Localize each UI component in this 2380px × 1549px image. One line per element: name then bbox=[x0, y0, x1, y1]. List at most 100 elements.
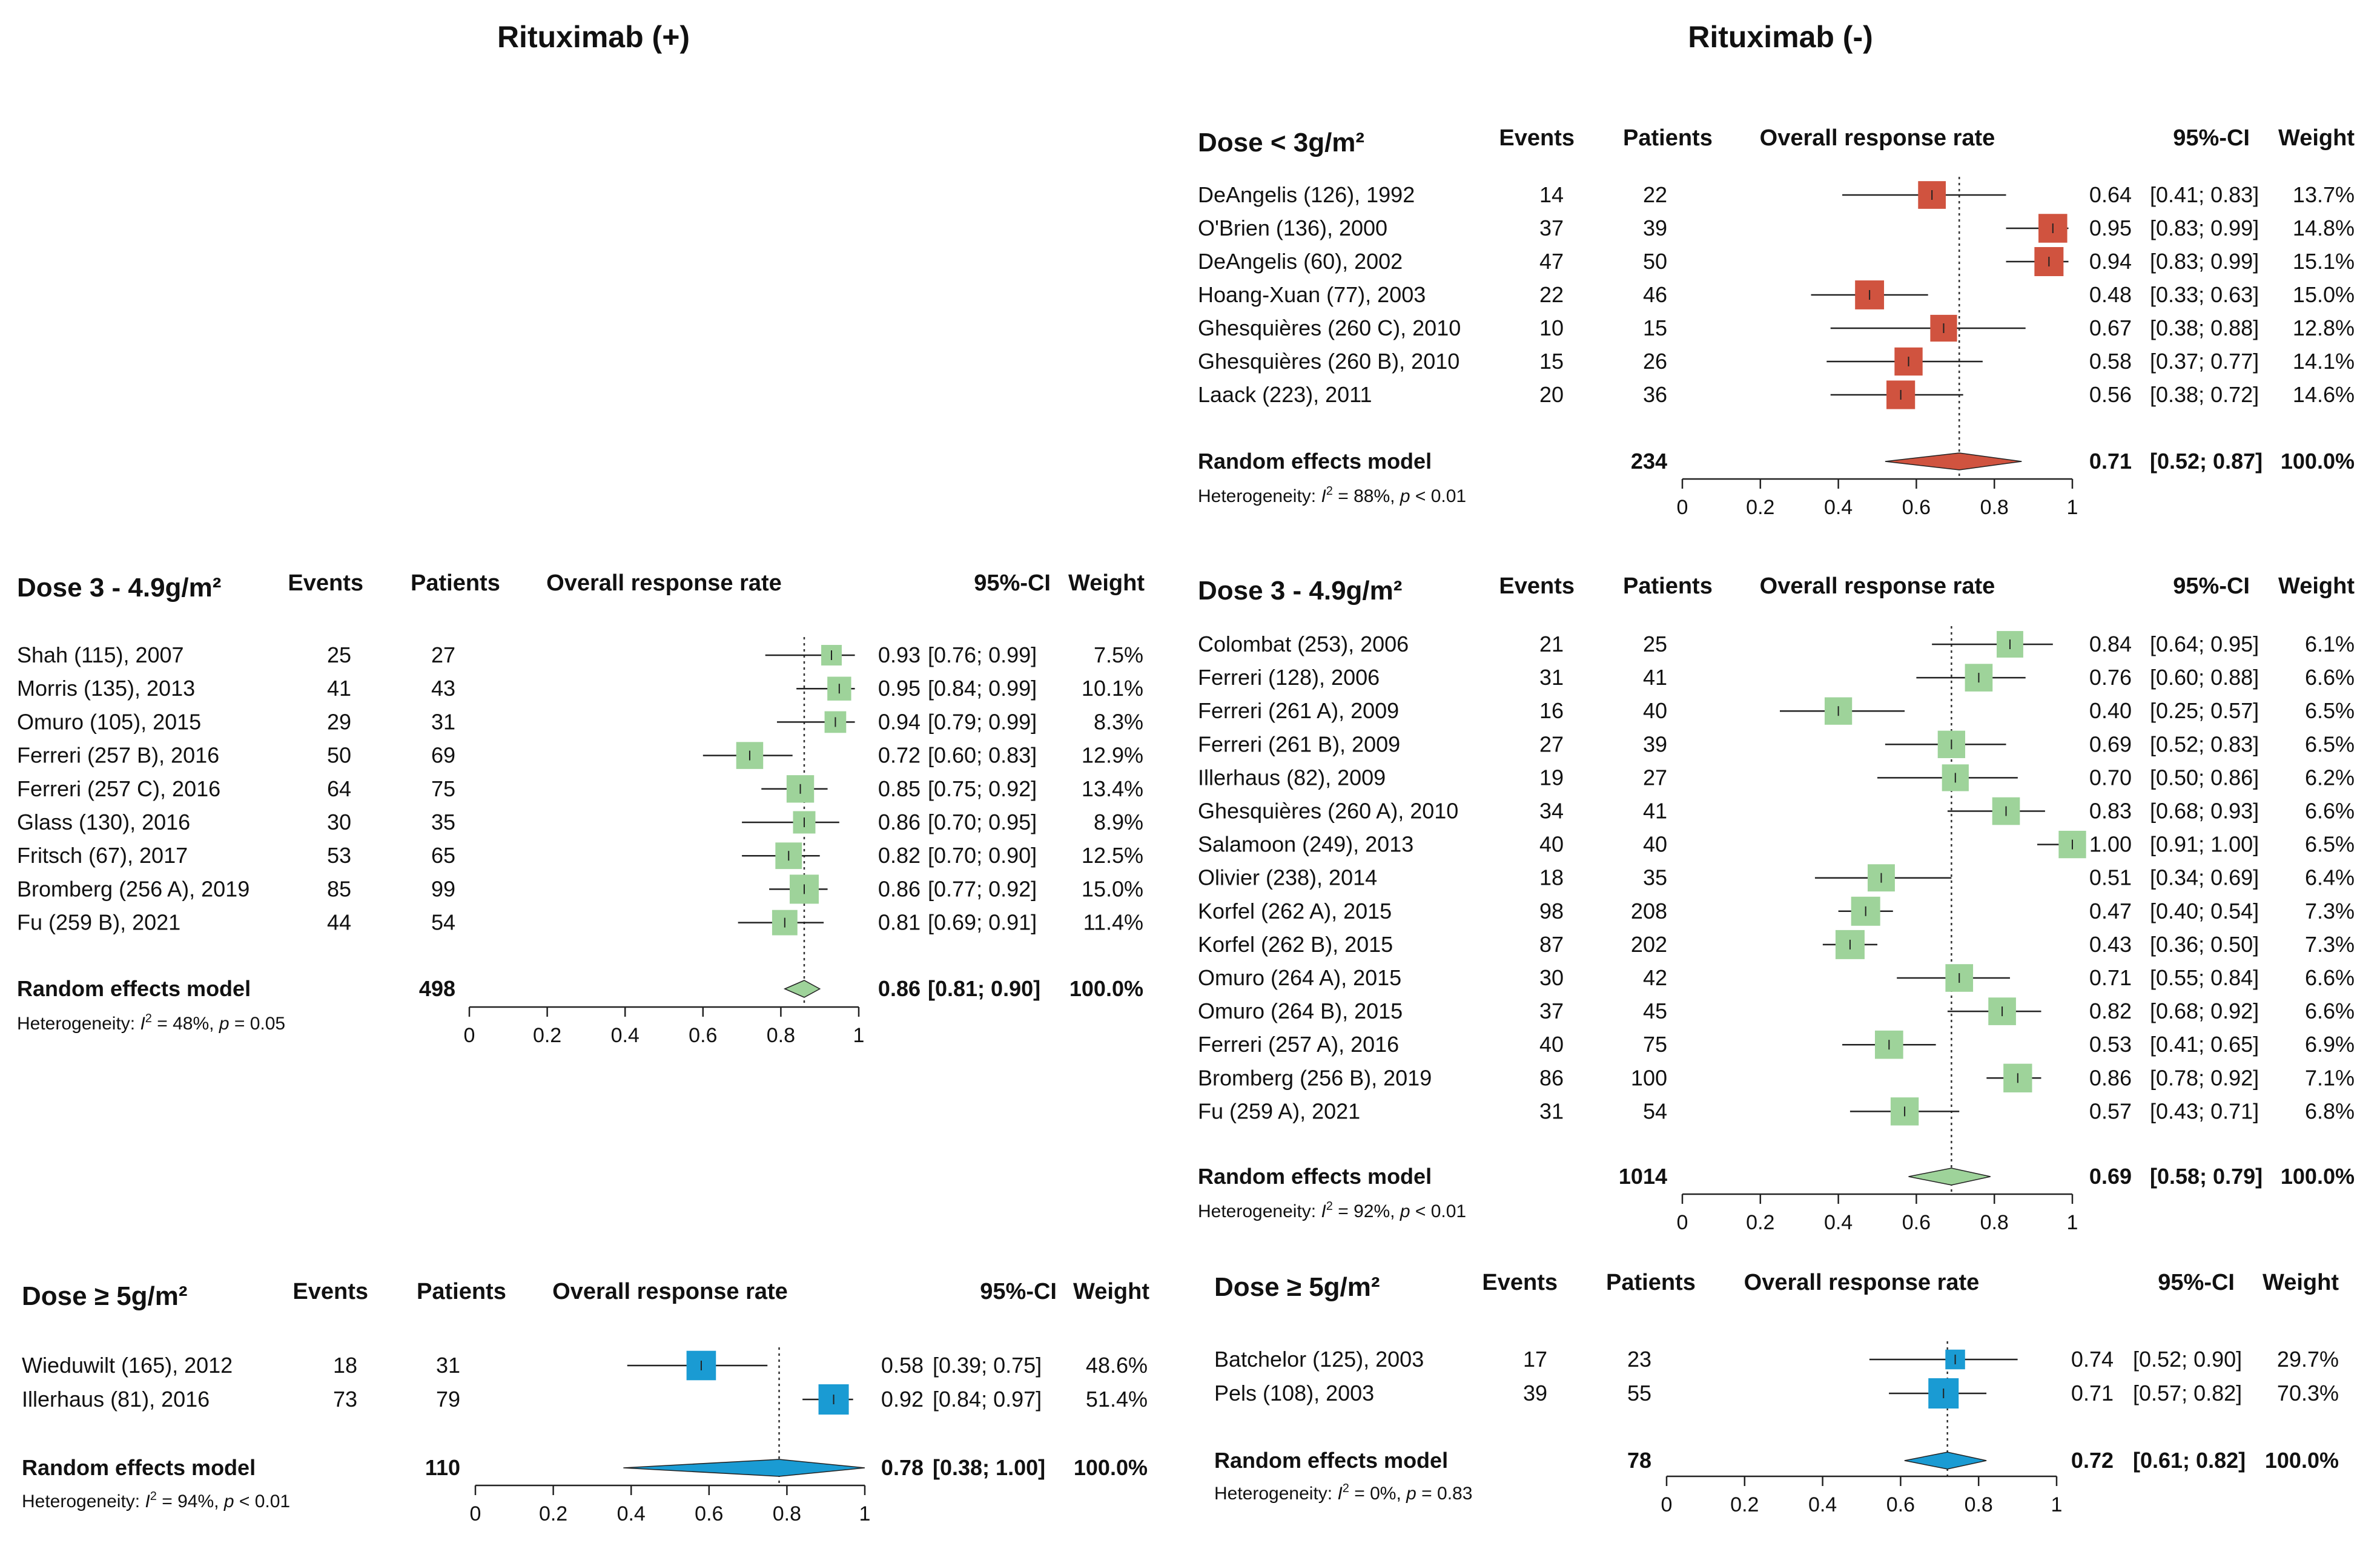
study-ci: [0.43; 0.71] bbox=[2150, 1098, 2259, 1123]
heterogeneity-part: 2 bbox=[145, 1012, 152, 1025]
study-estimate: 0.70 bbox=[2089, 765, 2132, 790]
study-weight: 14.6% bbox=[2293, 382, 2355, 407]
summary-diamond bbox=[1908, 1168, 1991, 1186]
study-estimate: 0.82 bbox=[878, 843, 921, 868]
header-95-ci: 95%-CI bbox=[980, 1279, 1057, 1304]
study-name: Fritsch (67), 2017 bbox=[17, 843, 188, 868]
study-patients: 35 bbox=[1643, 865, 1667, 890]
study-name: Morris (135), 2013 bbox=[17, 676, 195, 701]
x-axis-tick-label: 0.2 bbox=[1746, 1211, 1774, 1234]
study-patients: 43 bbox=[431, 676, 455, 701]
study-estimate: 0.51 bbox=[2089, 865, 2132, 890]
study-patients: 26 bbox=[1643, 349, 1667, 374]
x-axis-tick-label: 0.2 bbox=[539, 1502, 567, 1525]
study-weight: 8.3% bbox=[1094, 709, 1143, 734]
study-weight: 12.8% bbox=[2293, 315, 2355, 340]
heterogeneity-part: Heterogeneity: bbox=[1198, 1201, 1321, 1221]
heterogeneity-part: < 0.01 bbox=[234, 1491, 291, 1511]
heterogeneity-part: = 0.05 bbox=[230, 1014, 286, 1034]
study-events: 87 bbox=[1539, 932, 1564, 957]
study-estimate: 0.86 bbox=[878, 876, 921, 901]
study-estimate: 0.86 bbox=[878, 810, 921, 834]
x-axis-tick-label: 0.4 bbox=[1824, 496, 1853, 519]
x-axis-tick-label: 0 bbox=[470, 1502, 481, 1525]
summary-ci: [0.38; 1.00] bbox=[933, 1455, 1045, 1480]
heterogeneity-part: Heterogeneity: bbox=[1198, 486, 1321, 506]
heterogeneity-part: Heterogeneity: bbox=[17, 1014, 140, 1034]
study-name: Omuro (264 B), 2015 bbox=[1198, 999, 1403, 1023]
study-name: Bromberg (256 B), 2019 bbox=[1198, 1065, 1432, 1090]
study-patients: 208 bbox=[1631, 899, 1667, 923]
header-patients: Patients bbox=[1606, 1270, 1696, 1295]
heterogeneity-part: I bbox=[1321, 1201, 1326, 1221]
summary-estimate: 0.72 bbox=[2071, 1448, 2114, 1473]
summary-label: Random effects model bbox=[17, 976, 251, 1001]
summary-patients: 78 bbox=[1627, 1448, 1651, 1473]
heterogeneity-part: p bbox=[219, 1014, 230, 1034]
study-events: 19 bbox=[1539, 765, 1564, 790]
x-axis-tick-label: 0.4 bbox=[617, 1502, 646, 1525]
heterogeneity-text: Heterogeneity: I2 = 92%, p < 0.01 bbox=[1198, 1200, 1466, 1221]
study-ci: [0.34; 0.69] bbox=[2150, 865, 2259, 890]
study-events: 85 bbox=[327, 876, 351, 901]
study-name: Fu (259 A), 2021 bbox=[1198, 1098, 1360, 1123]
study-ci: [0.41; 0.65] bbox=[2150, 1032, 2259, 1057]
summary-label: Random effects model bbox=[22, 1455, 256, 1480]
x-axis-tick-label: 1 bbox=[853, 1024, 865, 1047]
study-name: Ghesquières (260 B), 2010 bbox=[1198, 349, 1459, 374]
study-weight: 8.9% bbox=[1094, 810, 1143, 834]
study-estimate: 0.83 bbox=[2089, 799, 2132, 824]
study-ci: [0.60; 0.83] bbox=[928, 743, 1037, 768]
heterogeneity-text: Heterogeneity: I2 = 88%, p < 0.01 bbox=[1198, 484, 1466, 506]
study-name: Ferreri (261 B), 2009 bbox=[1198, 732, 1400, 756]
study-name: Korfel (262 A), 2015 bbox=[1198, 899, 1392, 923]
summary-estimate: 0.71 bbox=[2089, 449, 2132, 474]
header-overall-response-rate: Overall response rate bbox=[1760, 125, 1995, 151]
panel-title: Dose 3 - 4.9g/m² bbox=[17, 573, 221, 603]
study-name: Colombat (253), 2006 bbox=[1198, 632, 1409, 656]
study-patients: 40 bbox=[1643, 832, 1667, 857]
study-weight: 48.6% bbox=[1086, 1353, 1148, 1378]
study-estimate: 0.57 bbox=[2089, 1098, 2132, 1123]
study-name: DeAngelis (126), 1992 bbox=[1198, 182, 1415, 207]
study-events: 53 bbox=[327, 843, 351, 868]
study-estimate: 0.84 bbox=[2089, 632, 2132, 656]
study-patients: 46 bbox=[1643, 282, 1667, 307]
study-estimate: 0.92 bbox=[881, 1387, 924, 1412]
x-axis-tick-label: 0.4 bbox=[1824, 1211, 1853, 1234]
x-axis-tick-label: 0 bbox=[1677, 496, 1688, 519]
study-name: Fu (259 B), 2021 bbox=[17, 910, 180, 935]
study-estimate: 0.85 bbox=[878, 776, 921, 801]
summary-estimate: 0.86 bbox=[878, 976, 921, 1001]
study-ci: [0.55; 0.84] bbox=[2150, 965, 2259, 990]
study-estimate: 0.94 bbox=[878, 709, 921, 734]
study-estimate: 0.67 bbox=[2089, 315, 2132, 340]
summary-patients: 1014 bbox=[1619, 1164, 1667, 1189]
x-axis-tick-label: 0 bbox=[1677, 1211, 1688, 1234]
x-axis-tick-label: 0.8 bbox=[1980, 1211, 2009, 1234]
study-patients: 54 bbox=[431, 910, 455, 935]
heterogeneity-part: I bbox=[1337, 1484, 1342, 1504]
study-patients: 202 bbox=[1631, 932, 1667, 957]
heterogeneity-part: p bbox=[1406, 1484, 1416, 1504]
header-patients: Patients bbox=[1623, 573, 1713, 599]
forest-panel-5: Dose ≥ 5g/m² Events Patients Overall respon… bbox=[1214, 1270, 2339, 1516]
summary-patients: 234 bbox=[1631, 449, 1667, 474]
study-estimate: 0.48 bbox=[2089, 282, 2132, 307]
study-weight: 14.1% bbox=[2293, 349, 2355, 374]
study-estimate: 0.43 bbox=[2089, 932, 2132, 957]
header-95-ci: 95%-CI bbox=[974, 570, 1051, 596]
header-events: Events bbox=[1499, 573, 1575, 599]
study-name: Shah (115), 2007 bbox=[17, 642, 184, 667]
study-ci: [0.83; 0.99] bbox=[2150, 249, 2259, 274]
study-weight: 6.2% bbox=[2305, 765, 2355, 790]
study-events: 44 bbox=[327, 910, 351, 935]
heterogeneity-part: 2 bbox=[1326, 484, 1333, 498]
study-events: 18 bbox=[1539, 865, 1564, 890]
study-name: Olivier (238), 2014 bbox=[1198, 865, 1377, 890]
study-events: 30 bbox=[327, 810, 351, 834]
study-ci: [0.40; 0.54] bbox=[2150, 899, 2259, 923]
study-events: 86 bbox=[1539, 1065, 1564, 1090]
header-events: Events bbox=[1499, 125, 1575, 151]
study-weight: 6.6% bbox=[2305, 665, 2355, 690]
